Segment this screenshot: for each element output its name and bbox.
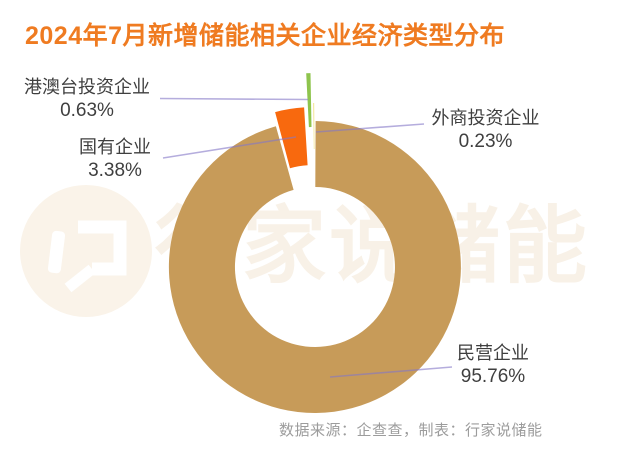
category-label: 民营企业 <box>457 343 529 363</box>
category-value: 0.63% <box>60 100 114 121</box>
donut-slice-2 <box>306 73 312 128</box>
leader-line-foreign <box>315 123 425 133</box>
donut-slice-3 <box>313 102 315 149</box>
category-value: 95.76% <box>460 366 526 387</box>
watermark-logo-icon <box>20 185 152 317</box>
donut-slice-0 <box>168 121 461 413</box>
category-label: 外商投资企业 <box>431 108 540 128</box>
callout-hongkong-macao-taiwan: 港澳台投资企业 0.63% <box>12 76 162 122</box>
leader-line-soe <box>162 136 297 159</box>
category-label: 港澳台投资企业 <box>24 77 150 97</box>
page-title: 2024年7月新增储能相关企业经济类型分布 <box>25 22 506 50</box>
callout-state-owned: 国有企业 3.38% <box>63 136 167 182</box>
category-label: 国有企业 <box>79 137 151 157</box>
category-value: 3.38% <box>88 160 142 181</box>
callout-foreign-invested: 外商投资企业 0.23% <box>415 107 556 153</box>
callout-private: 民营企业 95.76% <box>423 342 563 388</box>
category-value: 0.23% <box>458 131 513 152</box>
leader-line-private <box>329 366 453 378</box>
data-source-note: 数据来源：企查查，制表：行家说储能 <box>279 422 543 439</box>
leader-line-hmt <box>159 97 309 101</box>
watermark-logo <box>20 185 152 317</box>
